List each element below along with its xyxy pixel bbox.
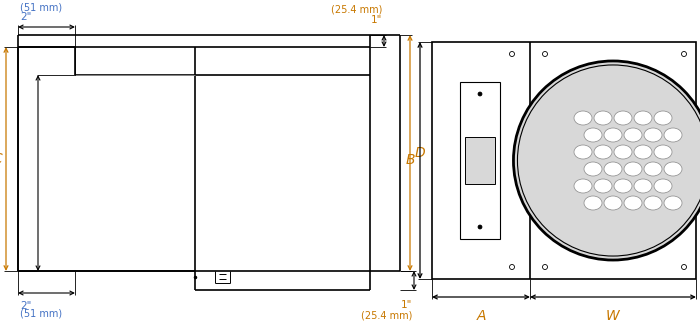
Text: 1": 1" xyxy=(370,15,382,25)
Text: (51 mm): (51 mm) xyxy=(20,3,62,13)
Ellipse shape xyxy=(664,128,682,142)
Ellipse shape xyxy=(624,162,642,176)
Ellipse shape xyxy=(584,196,602,210)
Ellipse shape xyxy=(594,145,612,159)
Ellipse shape xyxy=(604,162,622,176)
Text: A: A xyxy=(476,309,486,321)
Text: 1": 1" xyxy=(400,300,412,310)
Ellipse shape xyxy=(644,128,662,142)
Ellipse shape xyxy=(574,179,592,193)
Bar xyxy=(465,137,495,184)
Circle shape xyxy=(478,225,482,229)
Text: W: W xyxy=(606,309,620,321)
Ellipse shape xyxy=(584,128,602,142)
Ellipse shape xyxy=(654,179,672,193)
Text: (25.4 mm): (25.4 mm) xyxy=(330,5,382,15)
Ellipse shape xyxy=(604,196,622,210)
Bar xyxy=(460,82,500,239)
Circle shape xyxy=(514,61,700,260)
Ellipse shape xyxy=(614,111,632,125)
Circle shape xyxy=(478,92,482,96)
Text: B: B xyxy=(405,153,415,168)
Ellipse shape xyxy=(634,111,652,125)
Ellipse shape xyxy=(594,179,612,193)
Text: C: C xyxy=(0,152,2,166)
Bar xyxy=(432,42,696,279)
Ellipse shape xyxy=(644,196,662,210)
Ellipse shape xyxy=(634,145,652,159)
Ellipse shape xyxy=(614,179,632,193)
Ellipse shape xyxy=(614,145,632,159)
Ellipse shape xyxy=(584,162,602,176)
Ellipse shape xyxy=(604,128,622,142)
Ellipse shape xyxy=(654,145,672,159)
Text: 2": 2" xyxy=(20,12,32,22)
Ellipse shape xyxy=(574,111,592,125)
Ellipse shape xyxy=(644,162,662,176)
Ellipse shape xyxy=(654,111,672,125)
Ellipse shape xyxy=(594,111,612,125)
Text: (51 mm): (51 mm) xyxy=(20,309,62,319)
Ellipse shape xyxy=(664,162,682,176)
Ellipse shape xyxy=(624,196,642,210)
Ellipse shape xyxy=(624,128,642,142)
Text: (25.4 mm): (25.4 mm) xyxy=(360,310,412,320)
Text: D: D xyxy=(415,146,426,160)
Ellipse shape xyxy=(574,145,592,159)
Text: 2": 2" xyxy=(20,301,32,311)
Ellipse shape xyxy=(664,196,682,210)
Ellipse shape xyxy=(634,179,652,193)
